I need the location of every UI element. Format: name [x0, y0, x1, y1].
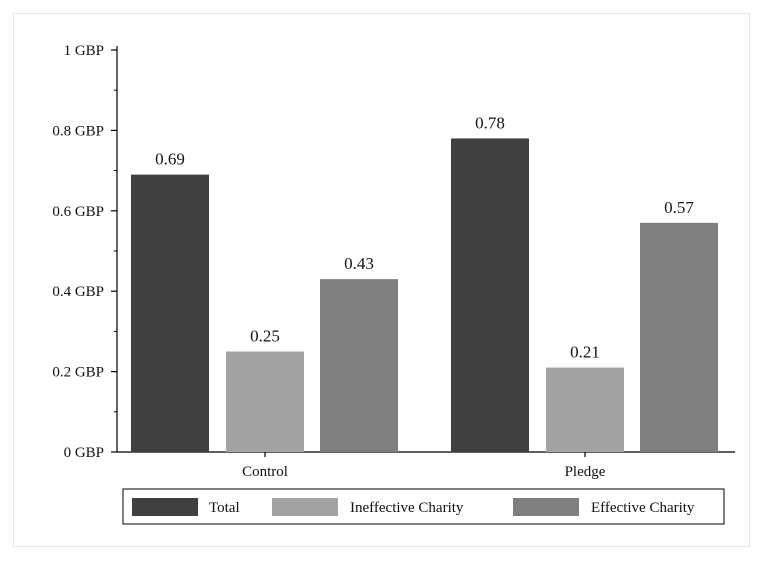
y-tick-label: 0.4 GBP: [52, 284, 104, 300]
bar-total-pledge: [451, 138, 529, 452]
legend-label: Total: [209, 500, 240, 516]
x-category-label: Pledge: [565, 464, 606, 480]
bar-effective-charity-control: [320, 279, 398, 452]
y-tick-label: 0.6 GBP: [52, 204, 104, 220]
legend-swatch-ineffective-charity: [272, 498, 338, 516]
bar-ineffective-charity-control: [226, 351, 304, 452]
bar-value-label: 0.69: [155, 150, 185, 169]
y-tick-label: 1 GBP: [64, 43, 104, 59]
bar-ineffective-charity-pledge: [546, 367, 624, 452]
bar-value-label: 0.21: [570, 343, 600, 362]
legend-label: Effective Charity: [591, 500, 695, 516]
y-tick-label: 0.8 GBP: [52, 123, 104, 139]
bar-value-label: 0.43: [344, 254, 374, 273]
x-category-label: Control: [242, 464, 288, 480]
bar-total-control: [131, 174, 209, 452]
legend-label: Ineffective Charity: [350, 500, 464, 516]
legend-swatch-effective-charity: [513, 498, 579, 516]
bar-value-label: 0.25: [250, 327, 280, 346]
bar-value-label: 0.57: [664, 198, 694, 217]
legend-box: [122, 488, 725, 525]
bar-effective-charity-pledge: [640, 222, 718, 452]
y-tick-label: 0.2 GBP: [52, 365, 104, 381]
bar-value-label: 0.78: [475, 113, 505, 132]
legend-swatch-total: [132, 498, 198, 516]
y-tick-label: 0 GBP: [64, 445, 104, 461]
